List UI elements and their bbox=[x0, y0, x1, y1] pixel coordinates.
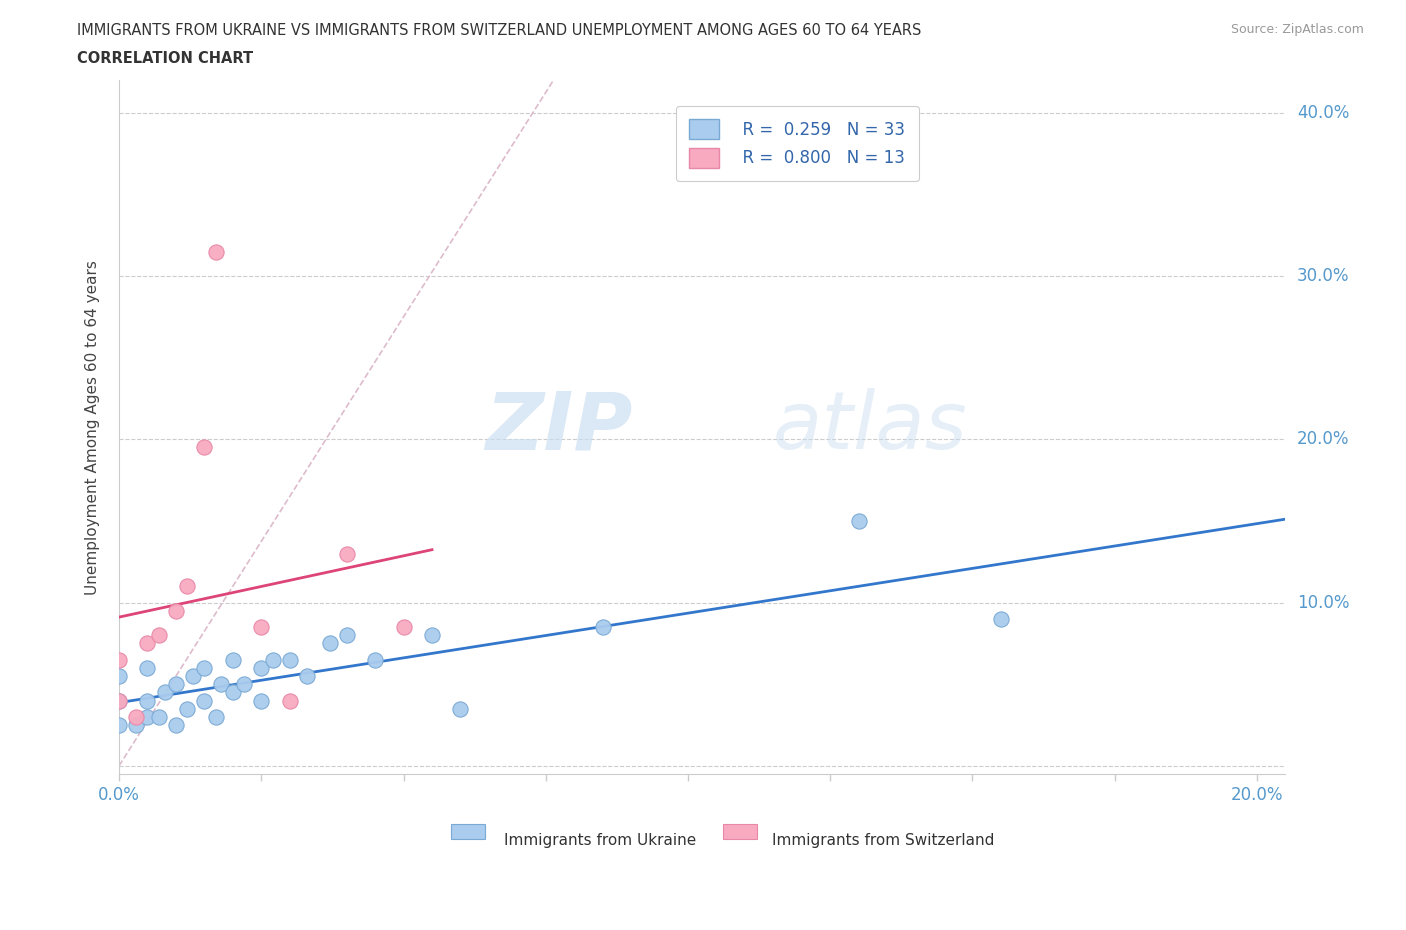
Point bbox=[165, 677, 187, 692]
FancyBboxPatch shape bbox=[723, 824, 756, 839]
Point bbox=[222, 685, 245, 700]
Text: 40.0%: 40.0% bbox=[1298, 104, 1350, 122]
Point bbox=[165, 718, 187, 733]
Point bbox=[364, 652, 387, 667]
Point bbox=[108, 669, 131, 684]
Point bbox=[136, 710, 159, 724]
Text: ZIP: ZIP bbox=[485, 388, 633, 466]
Legend:   R =  0.259   N = 33,   R =  0.800   N = 13: R = 0.259 N = 33, R = 0.800 N = 13 bbox=[675, 106, 918, 181]
Text: atlas: atlas bbox=[772, 388, 967, 466]
Point bbox=[153, 685, 176, 700]
Text: Immigrants from Switzerland: Immigrants from Switzerland bbox=[772, 833, 994, 848]
Point bbox=[193, 440, 215, 455]
Point bbox=[176, 578, 198, 593]
Point bbox=[148, 710, 170, 724]
Point bbox=[420, 628, 443, 643]
Point bbox=[125, 718, 148, 733]
Point bbox=[848, 513, 870, 528]
Point bbox=[204, 710, 226, 724]
Point bbox=[449, 701, 471, 716]
Point bbox=[204, 244, 226, 259]
Point bbox=[193, 660, 215, 675]
Point bbox=[336, 628, 359, 643]
Point bbox=[176, 701, 198, 716]
Text: 10.0%: 10.0% bbox=[1298, 593, 1350, 612]
Point bbox=[233, 677, 256, 692]
Text: Source: ZipAtlas.com: Source: ZipAtlas.com bbox=[1230, 23, 1364, 36]
Point bbox=[392, 619, 415, 634]
Point bbox=[222, 652, 245, 667]
Point bbox=[295, 669, 318, 684]
Point bbox=[108, 652, 131, 667]
Point bbox=[136, 660, 159, 675]
Point bbox=[108, 693, 131, 708]
Point bbox=[278, 652, 301, 667]
Text: 20.0%: 20.0% bbox=[1298, 431, 1350, 448]
Point bbox=[165, 604, 187, 618]
Point bbox=[108, 693, 131, 708]
Point bbox=[990, 612, 1012, 627]
FancyBboxPatch shape bbox=[451, 824, 485, 839]
Point bbox=[592, 619, 614, 634]
Point bbox=[278, 693, 301, 708]
Point bbox=[211, 677, 233, 692]
Point bbox=[181, 669, 204, 684]
Point bbox=[136, 693, 159, 708]
Point bbox=[108, 718, 131, 733]
Point bbox=[136, 636, 159, 651]
Text: IMMIGRANTS FROM UKRAINE VS IMMIGRANTS FROM SWITZERLAND UNEMPLOYMENT AMONG AGES 6: IMMIGRANTS FROM UKRAINE VS IMMIGRANTS FR… bbox=[77, 23, 922, 38]
Y-axis label: Unemployment Among Ages 60 to 64 years: Unemployment Among Ages 60 to 64 years bbox=[86, 259, 100, 594]
Point bbox=[148, 628, 170, 643]
Point bbox=[193, 693, 215, 708]
Point bbox=[250, 693, 273, 708]
Point bbox=[262, 652, 284, 667]
Point bbox=[250, 660, 273, 675]
Text: 30.0%: 30.0% bbox=[1298, 267, 1350, 285]
Point bbox=[250, 619, 273, 634]
Point bbox=[336, 546, 359, 561]
Point bbox=[318, 636, 340, 651]
Text: Immigrants from Ukraine: Immigrants from Ukraine bbox=[503, 833, 696, 848]
Text: CORRELATION CHART: CORRELATION CHART bbox=[77, 51, 253, 66]
Point bbox=[125, 710, 148, 724]
